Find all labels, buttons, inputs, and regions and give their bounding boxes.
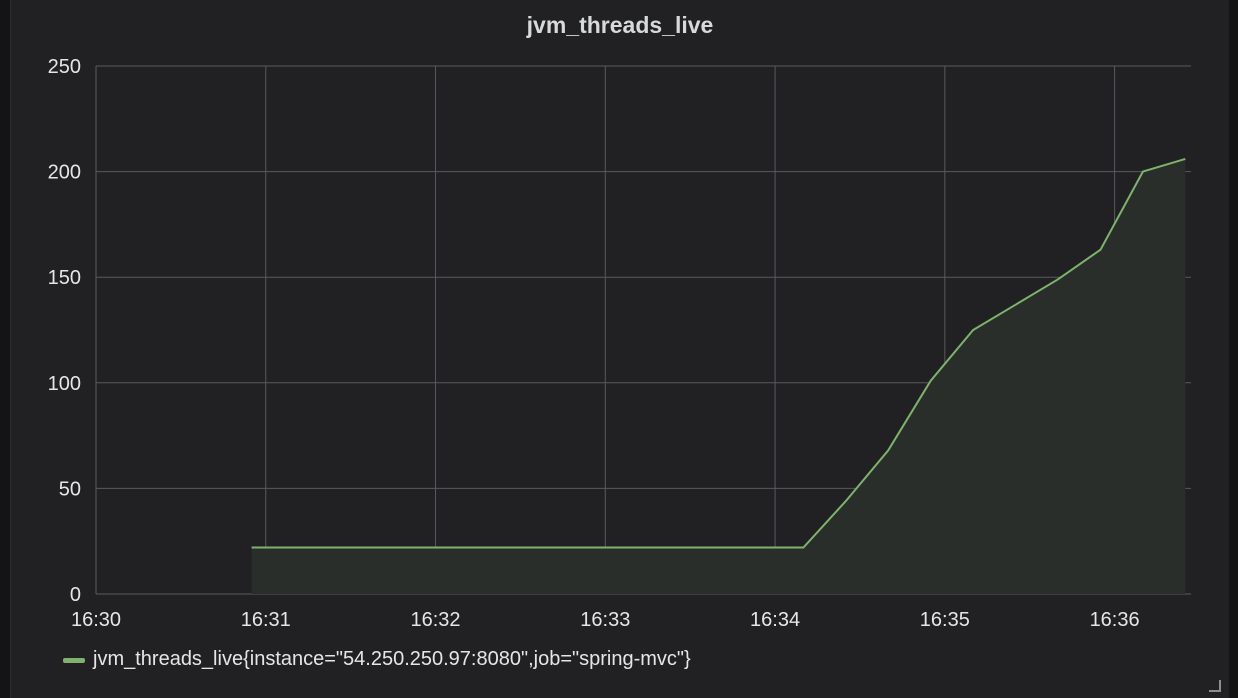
y-tick-label: 150 <box>48 267 81 289</box>
y-tick-label: 50 <box>59 478 81 500</box>
x-tick-label: 16:33 <box>580 609 630 631</box>
x-tick-label: 16:30 <box>71 609 121 631</box>
series-area-fill <box>251 158 1186 594</box>
y-tick-label: 250 <box>48 56 81 78</box>
legend-series-label[interactable]: jvm_threads_live{instance="54.250.250.97… <box>93 648 691 670</box>
x-tick-label: 16:34 <box>750 609 800 631</box>
x-tick-label: 16:31 <box>241 609 291 631</box>
legend-series-swatch[interactable] <box>63 658 85 663</box>
x-tick-label: 16:36 <box>1090 609 1140 631</box>
y-tick-label: 100 <box>48 373 81 395</box>
y-tick-label: 0 <box>70 584 81 606</box>
x-tick-label: 16:35 <box>920 609 970 631</box>
y-tick-label: 200 <box>48 162 81 184</box>
resize-handle-icon[interactable] <box>1209 680 1221 692</box>
graph-panel: jvm_threads_live 0 50 100 150 200 250 16:30 16:… <box>10 0 1229 698</box>
series-line <box>251 157 1186 549</box>
legend[interactable]: jvm_threads_live{instance="54.250.250.97… <box>63 648 691 671</box>
x-tick-label: 16:32 <box>411 609 461 631</box>
chart-area[interactable]: 0 50 100 150 200 250 16:30 16:31 16:32 16:33 16:34… <box>11 0 1229 640</box>
panel-title[interactable]: jvm_threads_live <box>526 12 714 38</box>
